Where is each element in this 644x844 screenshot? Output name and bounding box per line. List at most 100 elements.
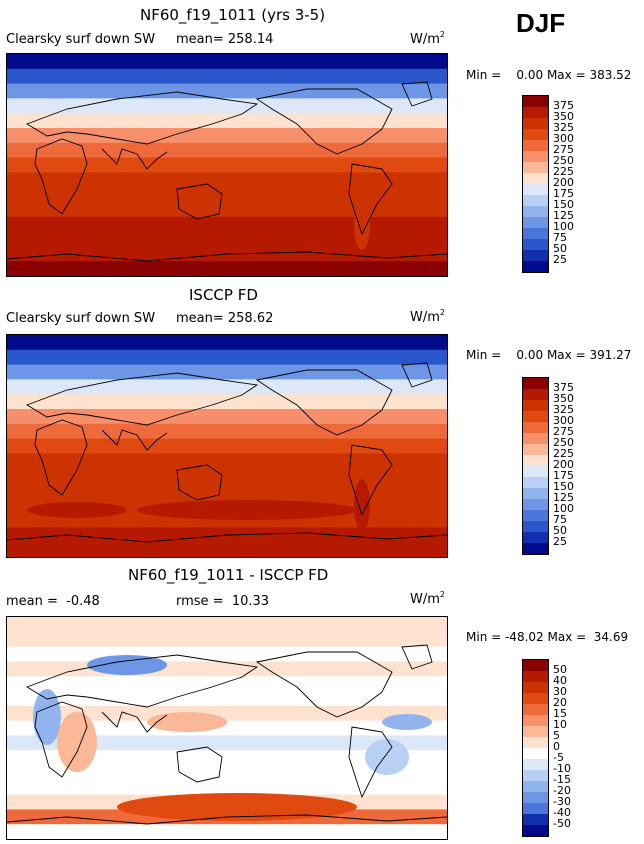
map-zonal-band [7, 113, 447, 129]
colorbar-tick-label: 20 [553, 696, 567, 709]
coastline [401, 644, 433, 670]
map-regional-anomaly [137, 500, 357, 520]
colorbar-tick-label: 50 [553, 242, 567, 255]
colorbar-segment [523, 715, 548, 726]
coastline [401, 362, 433, 388]
colorbar-tick-label: 350 [553, 110, 574, 123]
panel-2-colorbar [522, 377, 549, 555]
colorbar-segment [523, 444, 548, 455]
colorbar-segment [523, 803, 548, 814]
colorbar-segment [523, 129, 548, 140]
colorbar-segment [523, 726, 548, 737]
map-regional-anomaly [354, 479, 370, 531]
coastline [101, 429, 168, 451]
map-zonal-band [7, 172, 447, 188]
colorbar-tick-label: 300 [553, 132, 574, 145]
colorbar-tick-label: 10 [553, 718, 567, 731]
colorbar-segment [523, 704, 548, 715]
colorbar-segment [523, 792, 548, 803]
map-zonal-band [7, 394, 447, 410]
colorbar-segment [523, 543, 548, 554]
colorbar-segment [523, 422, 548, 433]
panel-1-title: NF60_f19_1011 (yrs 3-5) [140, 6, 326, 24]
colorbar-segment [523, 466, 548, 477]
panel-2-map [6, 334, 448, 558]
colorbar-tick-label: 275 [553, 425, 574, 438]
colorbar-tick-label: 350 [553, 392, 574, 405]
colorbar-tick-label: 40 [553, 674, 567, 687]
panel-3-min-max: Min = -48.02 Max = 34.69 [466, 630, 629, 644]
map-regional-anomaly [33, 689, 61, 745]
map-zonal-band [7, 453, 447, 469]
colorbar-tick-label: -20 [553, 784, 571, 797]
colorbar-tick-label: 5 [553, 729, 560, 742]
colorbar-segment [523, 748, 548, 759]
colorbar-tick-label: 300 [553, 414, 574, 427]
panel-3-mean: mean = -0.48 [6, 594, 100, 609]
panel-3-colorbar [522, 659, 549, 837]
colorbar-segment [523, 781, 548, 792]
colorbar-segment [523, 499, 548, 510]
colorbar-segment [523, 250, 548, 261]
map-regional-anomaly [27, 502, 127, 518]
colorbar-segment [523, 217, 548, 228]
map-zonal-band [7, 735, 447, 751]
coastline [7, 251, 447, 262]
panel-2-mean: mean= 258.62 [176, 311, 274, 326]
colorbar-segment [523, 378, 548, 389]
map-regional-anomaly [365, 739, 409, 775]
panel-1-map [6, 53, 448, 277]
map-zonal-band [7, 157, 447, 173]
colorbar-tick-label: 30 [553, 685, 567, 698]
colorbar-tick-label: 375 [553, 99, 574, 112]
colorbar-segment [523, 455, 548, 466]
map-regional-anomaly [354, 198, 370, 250]
colorbar-segment [523, 184, 548, 195]
colorbar-segment [523, 411, 548, 422]
map-zonal-band [7, 98, 447, 114]
colorbar-tick-label: -10 [553, 762, 571, 775]
map-zonal-band [7, 765, 447, 781]
colorbar-segment [523, 96, 548, 107]
map-zonal-band [7, 468, 447, 484]
colorbar-segment [523, 660, 548, 671]
colorbar-segment [523, 682, 548, 693]
colorbar-segment [523, 261, 548, 272]
map-zonal-band [7, 423, 447, 440]
colorbar-segment [523, 118, 548, 129]
coastline [176, 746, 223, 783]
map-zonal-band [7, 779, 447, 796]
colorbar-segment [523, 151, 548, 162]
panel-3-units: W/m2 [410, 590, 445, 607]
panel-3-rmse: rmse = 10.33 [176, 594, 270, 609]
map-zonal-band [7, 720, 447, 736]
map-regional-anomaly [57, 712, 97, 772]
panel-1-variable-label: Clearsky surf down SW [6, 32, 156, 47]
colorbar-tick-label: -5 [553, 751, 564, 764]
map-zonal-band [7, 261, 447, 276]
panel-2-variable-label: Clearsky surf down SW [6, 311, 156, 326]
map-zonal-band [7, 187, 447, 203]
colorbar-segment [523, 107, 548, 118]
colorbar-tick-label: 150 [553, 480, 574, 493]
coastline [25, 91, 259, 145]
coastline [348, 726, 393, 799]
map-zonal-band [7, 142, 447, 159]
coastline [34, 138, 88, 215]
map-zonal-band [7, 438, 447, 454]
colorbar-tick-label: 15 [553, 707, 567, 720]
colorbar-tick-label: 150 [553, 198, 574, 211]
map-zonal-band [7, 646, 447, 662]
coastline [255, 369, 393, 436]
colorbar-segment [523, 671, 548, 682]
colorbar-segment [523, 521, 548, 532]
colorbar-tick-label: 200 [553, 176, 574, 189]
colorbar-segment [523, 814, 548, 825]
colorbar-tick-label: 75 [553, 513, 567, 526]
coastline [34, 701, 88, 778]
colorbar-tick-label: 50 [553, 524, 567, 537]
colorbar-tick-label: 375 [553, 381, 574, 394]
coastline [348, 163, 393, 236]
panel-2-units: W/m2 [410, 308, 445, 325]
colorbar-segment [523, 239, 548, 250]
